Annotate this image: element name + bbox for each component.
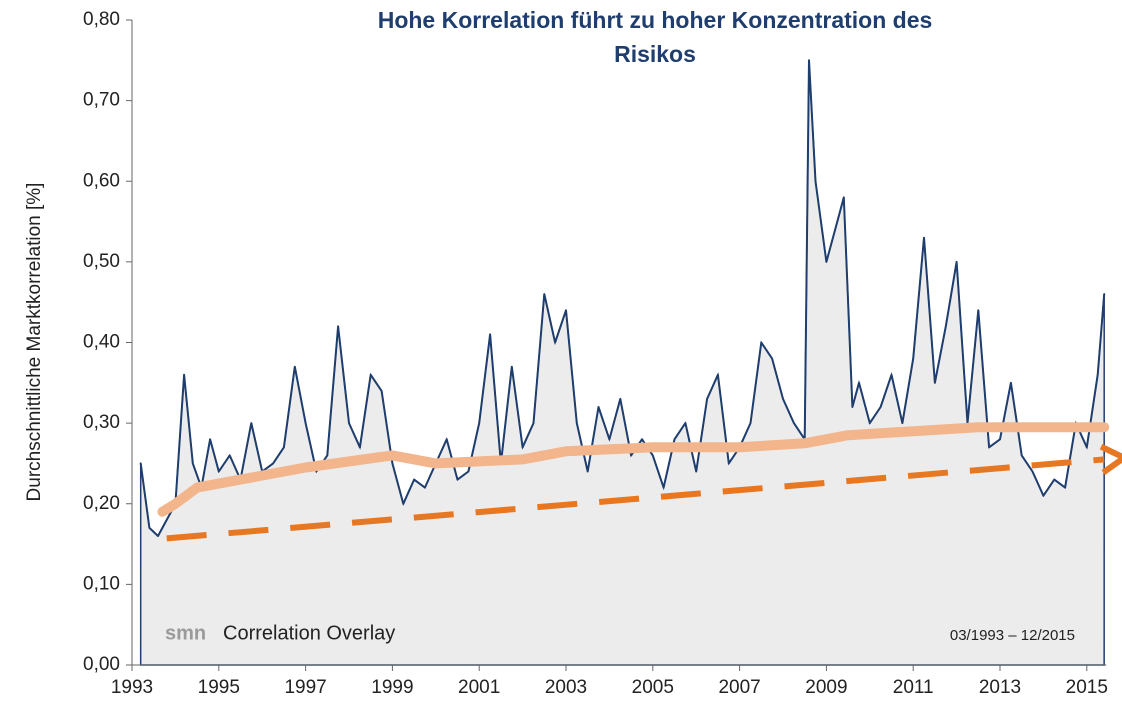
plot-area: 0,00 0,10 0,20 0,30 0,40 0,50 0,60 0,70 0,80 1993…	[83, 9, 1122, 698]
x-tick-label: 2003	[545, 677, 587, 698]
period: 03/1993 – 12/2015	[950, 627, 1075, 644]
chart-title: Hohe Korrelation führt zu hoher Konzentr…	[378, 7, 933, 33]
x-tick-label: 2013	[979, 677, 1021, 698]
y-tick-label: 0,40	[83, 332, 120, 353]
y-tick-label: 0,00	[83, 654, 120, 675]
y-tick-label: 0,60	[83, 170, 120, 191]
line	[139, 59, 1106, 537]
y-tick-label: 0,70	[83, 90, 120, 111]
y-tick-label: 0,10	[83, 573, 120, 594]
x-tick-label: 1997	[284, 677, 326, 698]
brand: smn	[165, 622, 206, 644]
arrow-head	[1099, 443, 1122, 475]
x-tick-label: 2009	[805, 677, 847, 698]
area	[139, 60, 1105, 666]
x-tick-label: 2001	[458, 677, 500, 698]
y-tick-label: 0,50	[83, 251, 120, 272]
chart-title: Risikos	[614, 41, 696, 67]
line	[157, 422, 1110, 517]
y-tick-label: 0,80	[83, 9, 120, 30]
brand-text: Correlation Overlay	[223, 622, 395, 644]
x-tick-label: 2015	[1066, 677, 1108, 698]
trend-line	[166, 456, 1105, 542]
y-axis-label: Durchschnittliche Marktkorrelation [%]	[24, 183, 45, 502]
x-tick-label: 1999	[371, 677, 413, 698]
x-tick-label: 2007	[718, 677, 760, 698]
x-tick-label: 2005	[632, 677, 674, 698]
x-tick-label: 1995	[198, 677, 240, 698]
x-tick-label: 1993	[111, 677, 153, 698]
x-tick-label: 2011	[893, 677, 934, 698]
y-tick-label: 0,30	[83, 412, 120, 433]
y-tick-label: 0,20	[83, 493, 120, 514]
